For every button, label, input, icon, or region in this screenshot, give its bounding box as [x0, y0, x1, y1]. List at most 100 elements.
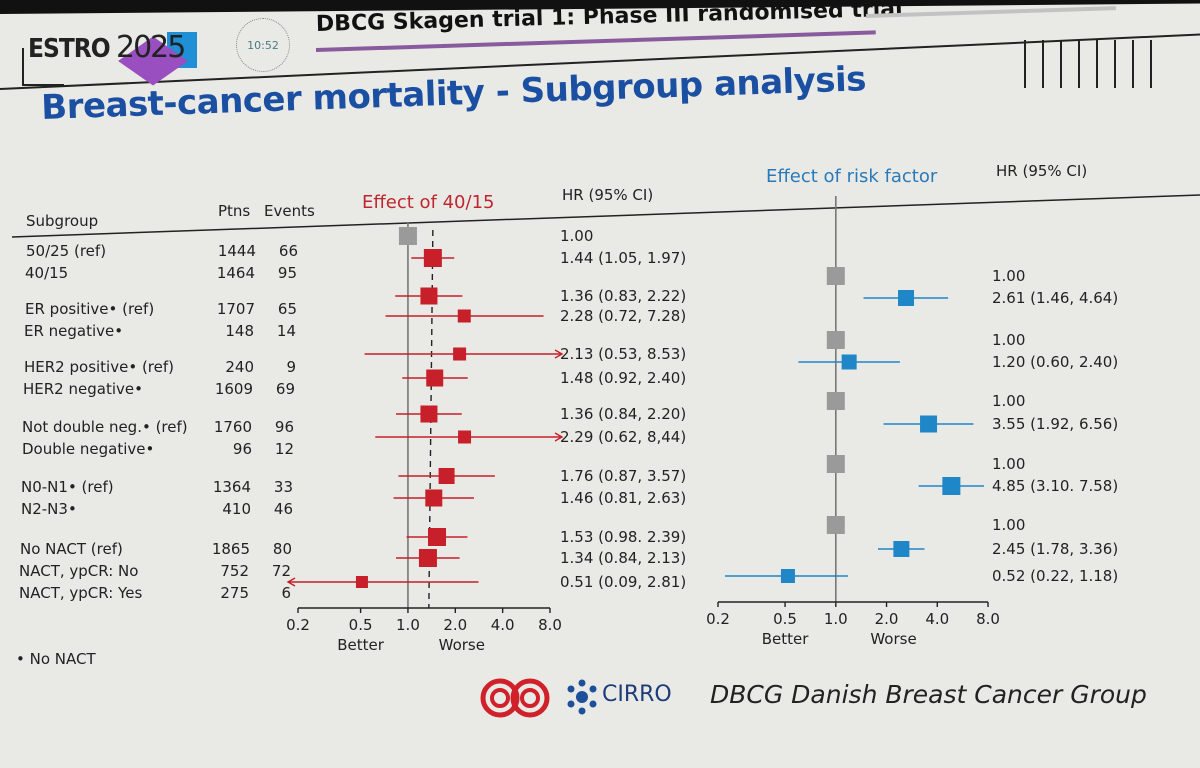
x-tick-label: 0.5 — [773, 610, 797, 628]
ptns-value: 148 — [225, 322, 254, 340]
subgroup-label: NACT, ypCR: Yes — [19, 584, 143, 602]
hr-ci-label: 1.34 (0.84, 2.13) — [560, 549, 686, 567]
hr-ci-label: 1.36 (0.84, 2.20) — [560, 405, 686, 423]
hr-ci-label: 2.61 (1.46, 4.64) — [992, 289, 1118, 307]
subgroup-label: HER2 negative• — [23, 380, 143, 398]
x-label-better: Better — [762, 630, 810, 648]
ptns-value: 1865 — [211, 540, 250, 558]
hr-marker — [942, 477, 961, 495]
x-tick-label: 2.0 — [875, 610, 899, 628]
x-tick-label: 0.2 — [286, 616, 310, 634]
x-tick-label: 1.0 — [396, 616, 420, 634]
ci-arrow-right — [554, 349, 564, 359]
reference-marker — [398, 227, 417, 245]
chart-title-left: Effect of 40/15 — [362, 192, 495, 213]
hr-ci-label: 1.20 (0.60, 2.40) — [992, 353, 1118, 371]
hr-marker — [425, 489, 443, 507]
x-tick-label: 0.2 — [706, 610, 730, 628]
hr-marker — [427, 528, 446, 546]
cirro-label: CIRRO — [602, 682, 672, 707]
hr-marker — [438, 468, 455, 484]
hr-marker — [426, 369, 444, 387]
clock-timer: 10:52 — [236, 18, 290, 72]
ptns-value: 1444 — [217, 242, 256, 260]
hr-ci-label: 2.28 (0.72, 7.28) — [560, 307, 686, 325]
cirro-dots-icon — [567, 679, 597, 715]
hr-marker — [893, 541, 910, 557]
events-value: 69 — [275, 380, 295, 398]
hr-marker — [458, 430, 472, 444]
events-value: 66 — [278, 242, 298, 260]
subgroup-label: N2-N3• — [21, 500, 77, 518]
hr-ci-label: 1.46 (0.81, 2.63) — [560, 489, 686, 507]
hr-ci-label: 2.45 (1.78, 3.36) — [992, 540, 1118, 558]
x-label-worse: Worse — [870, 630, 916, 648]
x-tick-label: 1.0 — [824, 610, 848, 628]
x-tick-label: 4.0 — [925, 610, 949, 628]
subgroup-label: NACT, ypCR: No — [19, 562, 139, 580]
hr-marker — [898, 290, 915, 306]
header-ptns: Ptns — [218, 202, 251, 220]
hr-marker — [841, 354, 857, 370]
ptns-value: 1464 — [216, 264, 255, 282]
dbcg-label: DBCG Danish Breast Cancer Group — [710, 680, 1147, 709]
hr-ci-label: 1.36 (0.83, 2.22) — [560, 287, 686, 305]
hr-marker — [457, 309, 471, 323]
hr-ci-label: 0.51 (0.09, 2.81) — [560, 573, 686, 591]
hr-ci-label: 0.52 (0.22, 1.18) — [992, 567, 1118, 585]
subgroup-label: HER2 positive• (ref) — [24, 358, 174, 376]
logo-text: ESTRO — [28, 34, 111, 64]
logo-corner-mark — [22, 48, 64, 86]
hr-ci-label: 1.44 (1.05, 1.97) — [560, 249, 686, 267]
x-label-worse: Worse — [439, 636, 485, 654]
reference-marker — [826, 455, 845, 473]
hr-ci-label: 1.00 — [560, 227, 593, 245]
hr-ci-label: 4.85 (3.10. 7.58) — [992, 477, 1118, 495]
hr-ci-label: 2.13 (0.53, 8.53) — [560, 345, 686, 363]
ptns-value: 1364 — [212, 478, 251, 496]
hr-ci-label: 1.48 (0.92, 2.40) — [560, 369, 686, 387]
hr-marker — [420, 287, 438, 305]
hr-marker — [453, 347, 467, 361]
estro-logo: ESTRO 2025 — [22, 28, 212, 86]
subgroup-label: ER negative• — [24, 322, 124, 340]
x-tick-label: 2.0 — [443, 616, 467, 634]
subgroup-label: 50/25 (ref) — [26, 242, 107, 260]
hr-marker — [355, 576, 368, 588]
events-value: 72 — [271, 562, 291, 580]
events-value: 65 — [277, 300, 297, 318]
events-value: 33 — [273, 478, 293, 496]
hr-marker — [418, 549, 437, 567]
subgroup-label: Double negative• — [22, 440, 155, 458]
ci-arrow-left — [286, 577, 296, 587]
ptns-value: 1760 — [213, 418, 252, 436]
header-hr-right: HR (95% CI) — [996, 162, 1088, 180]
ptns-value: 752 — [220, 562, 249, 580]
red-infinity-logo-icon — [480, 678, 550, 718]
reference-marker — [826, 392, 845, 410]
hr-ci-label: 1.00 — [992, 455, 1025, 473]
hr-ci-label: 1.53 (0.98. 2.39) — [560, 528, 686, 546]
header-hr-left: HR (95% CI) — [562, 186, 654, 204]
x-tick-label: 8.0 — [538, 616, 562, 634]
reference-marker — [826, 267, 845, 285]
reference-marker — [826, 331, 845, 349]
events-value: 6 — [281, 584, 291, 602]
subgroup-label: No NACT (ref) — [20, 540, 123, 558]
x-tick-label: 8.0 — [976, 610, 1000, 628]
events-value: 96 — [274, 418, 294, 436]
events-value: 95 — [277, 264, 297, 282]
hr-ci-label: 3.55 (1.92, 6.56) — [992, 415, 1118, 433]
ptns-value: 1609 — [214, 380, 253, 398]
ptns-value: 275 — [220, 584, 249, 602]
events-value: 46 — [273, 500, 293, 518]
hr-ci-label: 1.00 — [992, 331, 1025, 349]
events-value: 80 — [272, 540, 292, 558]
tick-marks-decoration — [1024, 40, 1174, 92]
hr-ci-label: 1.00 — [992, 267, 1025, 285]
hr-ci-label: 1.00 — [992, 516, 1025, 534]
subgroup-label: Not double neg.• (ref) — [22, 418, 188, 436]
